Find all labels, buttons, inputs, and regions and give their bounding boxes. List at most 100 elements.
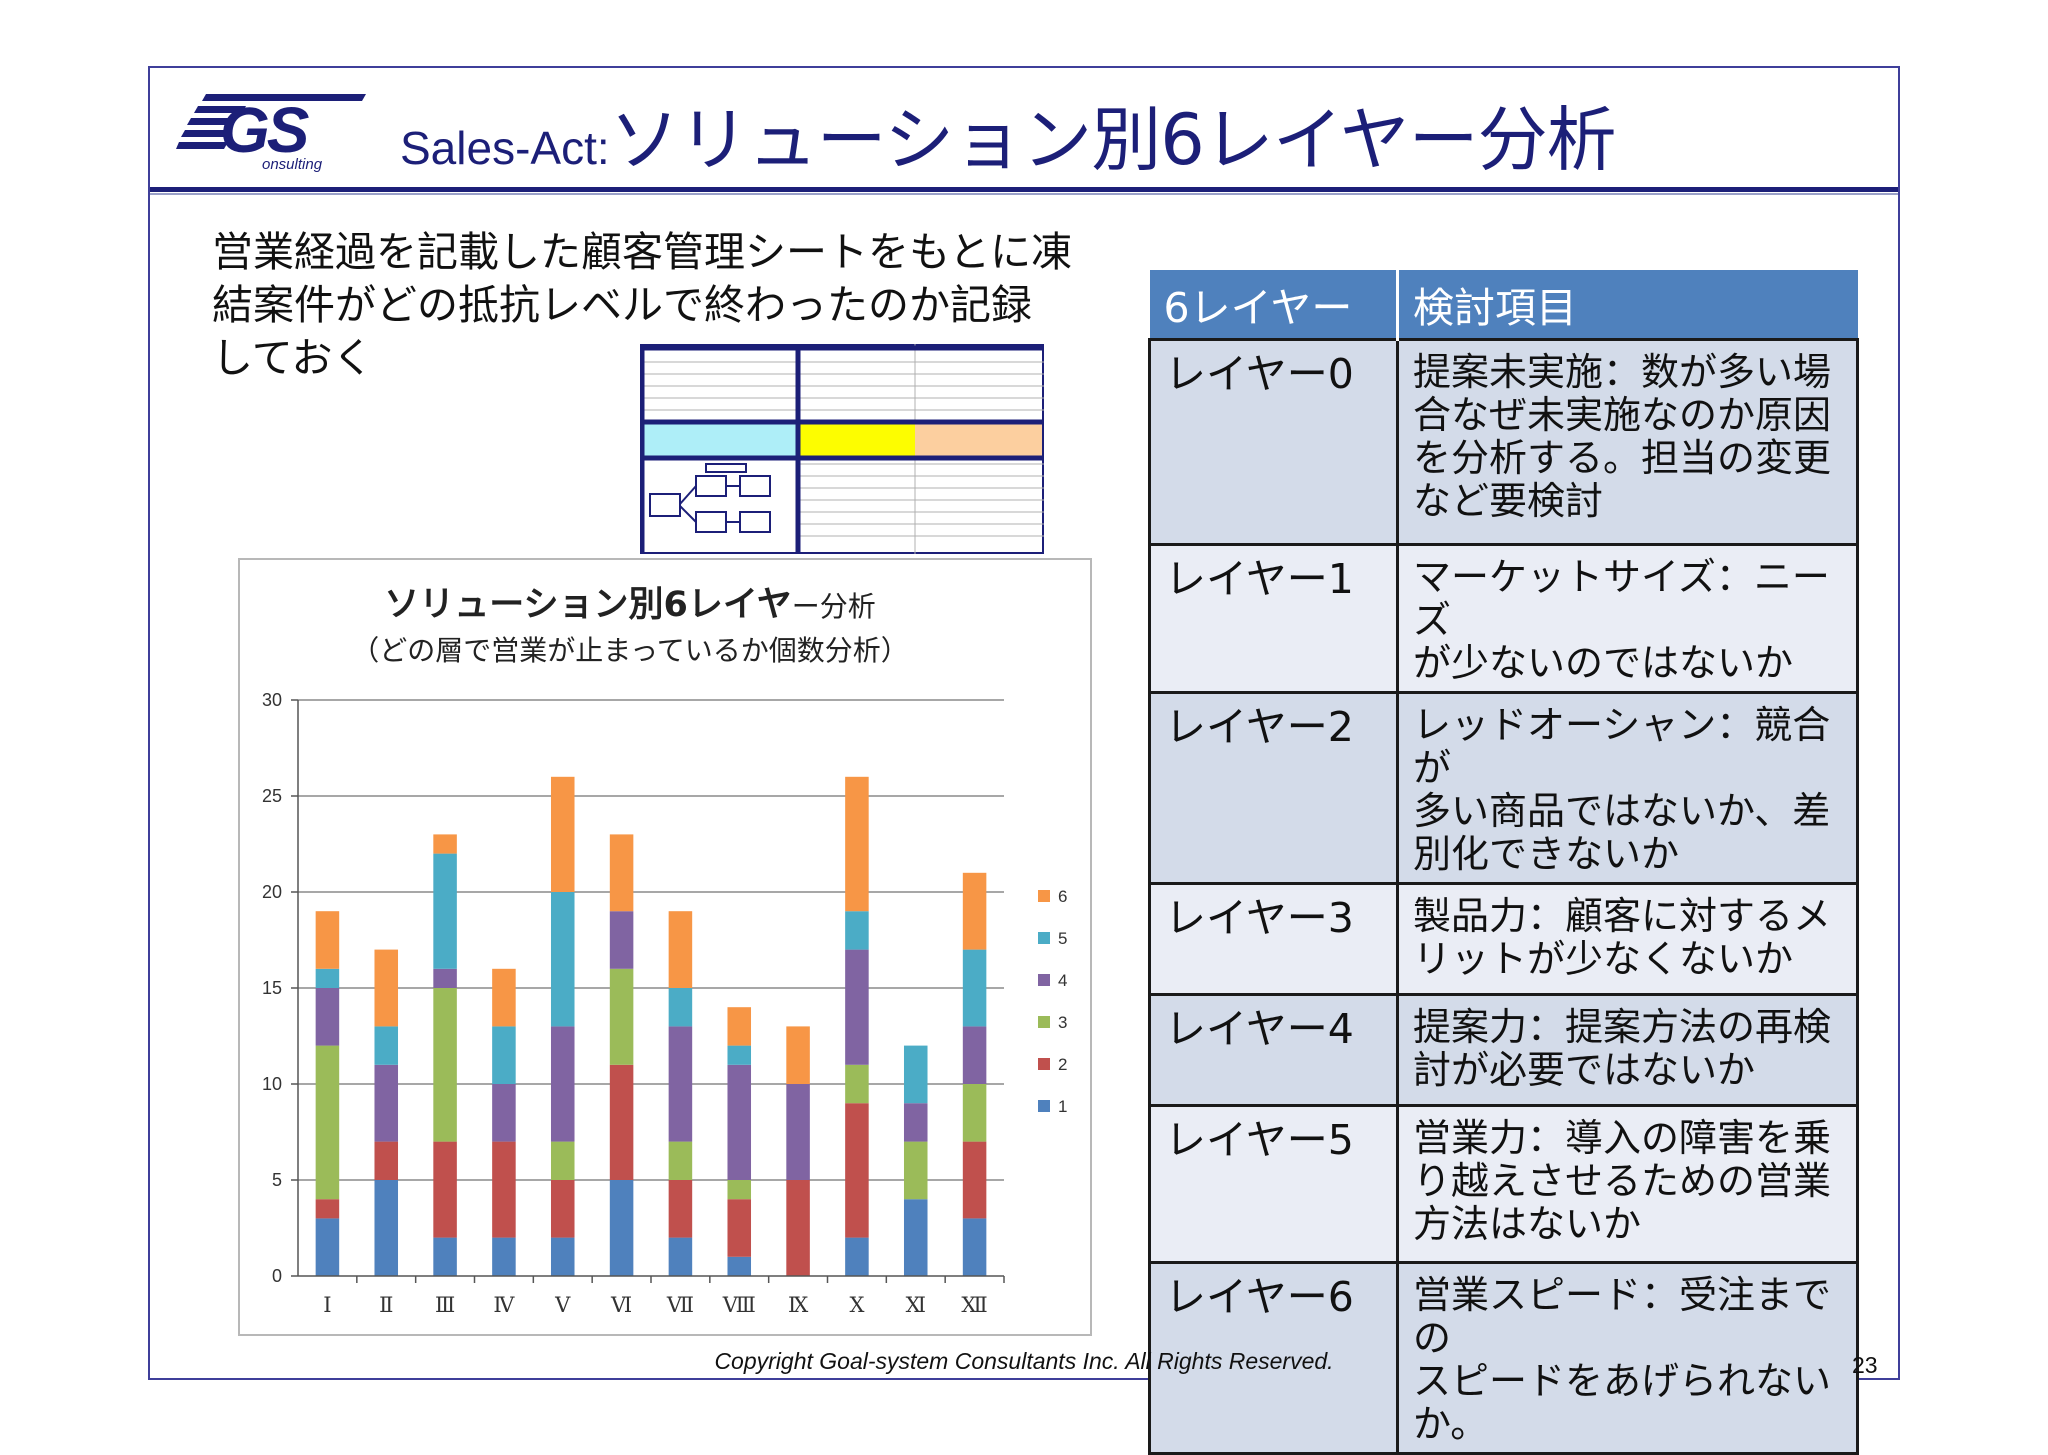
bar-segment-4 [786,1084,810,1180]
bar-segment-4 [550,1026,575,1142]
x-tick-label: Ⅷ [722,1293,756,1317]
description-line: 合なぜ未実施なのか原因 [1413,393,1832,437]
table-header-layer: 6レイヤー [1149,270,1399,340]
x-tick-label: Ⅹ [849,1293,864,1317]
x-tick-label: Ⅱ [379,1293,393,1317]
bar-segment-6 [845,776,869,912]
header-rule [150,187,1898,192]
description-line: 方法はないか [1413,1202,1642,1246]
table-header-row: 6レイヤー 検討項目 [1149,270,1858,340]
bar-segment-1 [962,1218,987,1276]
intro-line: 営業経過を記載した顧客管理シートをもとに凍 [212,228,1073,276]
bar-segment-5 [962,949,987,1027]
x-tick-label: Ⅶ [666,1293,694,1317]
bar-segment-2 [550,1180,575,1238]
bar-segment-6 [374,949,399,1027]
bar-segment-6 [786,1026,810,1084]
chart-title-suffix: ー分析 [792,590,876,623]
description-line: を分析する。担当の変更 [1413,436,1832,480]
description-line: スピードをあげられないか。 [1413,1359,1832,1446]
legend-label: 4 [1058,971,1067,990]
legend-label: 1 [1058,1097,1067,1116]
bar-segment-5 [374,1026,399,1065]
layer-name: レイヤー0 [1148,338,1399,546]
bar-segment-2 [668,1180,693,1238]
customer-sheet-thumbnail [640,344,1044,554]
bar-segment-4 [492,1084,516,1142]
bar-segment-5 [550,892,575,1027]
y-tick-label: 30 [262,690,282,710]
bar-segment-2 [727,1199,752,1257]
x-tick-label: Ⅻ [961,1293,987,1317]
bar-segment-4 [727,1064,752,1180]
bar-segment-2 [609,1064,634,1180]
chart-title-main: ソリューション別6レイヤ [384,585,792,625]
layer-analysis-chart: ソリューション別6レイヤー分析 （どの層で営業が止まっているか個数分析） 0 5 1… [238,558,1092,1336]
layer-description: レッドオーシャン：競合が 多い商品ではないか、差 別化できないか [1396,691,1859,885]
legend-swatch-5 [1038,932,1050,944]
bar-segment-6 [315,911,340,969]
page-number: 23 [1852,1352,1878,1378]
x-tick-label: Ⅰ [323,1293,331,1317]
legend-label: 3 [1058,1013,1067,1032]
x-tick-label: Ⅵ [610,1293,632,1317]
bar-segment-3 [668,1141,693,1180]
bar-segment-4 [609,911,634,969]
y-tick-label: 0 [272,1266,282,1286]
logo-subtext: onsulting [262,156,323,173]
description-line: 提案未実施：数が多い場 [1413,350,1832,394]
description-line: 営業スピード：受注までの [1413,1273,1832,1360]
chart-title: ソリューション別6レイヤー分析 [384,585,876,625]
bar-segment-6 [433,834,457,854]
legend-swatch-2 [1038,1058,1050,1070]
table-header-item: 検討項目 [1397,270,1858,340]
bar-segment-3 [315,1045,340,1200]
bar-segment-5 [903,1045,928,1104]
bar-segment-2 [374,1141,399,1180]
bar-segment-4 [315,988,340,1046]
bar-segment-6 [550,776,575,892]
page-title: Sales-Act:ソリューション別6レイヤー分析 [400,84,1617,181]
legend-label: 5 [1058,929,1067,948]
layer-description: マーケットサイズ：ニーズ が少ないのではないか [1396,543,1859,694]
legend-swatch-6 [1038,890,1050,902]
legend-swatch-1 [1038,1100,1050,1112]
bar-segment-3 [845,1064,869,1104]
legend-label: 6 [1058,887,1067,906]
legend-swatch-3 [1038,1016,1050,1028]
layer-description: 提案力：提案方法の再検 討が必要ではないか [1396,993,1859,1107]
bar-segment-5 [315,968,340,988]
bar-segment-3 [433,988,457,1142]
description-line: り越えさせるための営業 [1413,1159,1832,1203]
bar-segment-1 [668,1237,693,1276]
bar-segment-2 [492,1141,516,1238]
copyright-footer: Copyright Goal-system Consultants Inc. A… [714,1348,1334,1374]
bar-segment-5 [668,988,693,1027]
layer-name: レイヤー5 [1148,1104,1399,1264]
x-tick-label: Ⅲ [435,1293,455,1317]
y-tick-label: 15 [262,978,282,998]
description-line: 多い商品ではないか、差 [1413,789,1831,833]
x-tick-label: Ⅴ [554,1293,571,1317]
layer-description: 製品力：顧客に対するメ リットが少なくないか [1396,882,1859,996]
bar-segment-1 [550,1237,575,1276]
description-line: 討が必要ではないか [1413,1048,1756,1092]
layer-name: レイヤー1 [1148,543,1399,694]
bar-segment-6 [668,911,693,988]
chart-svg: ソリューション別6レイヤー分析 （どの層で営業が止まっているか個数分析） 0 5 1… [262,585,1068,1317]
bar-segment-2 [315,1199,340,1219]
bar-segment-2 [786,1180,810,1276]
bar-segment-6 [492,968,516,1027]
table-row: レイヤー3 製品力：顧客に対するメ リットが少なくないか [1148,882,1859,996]
bar-segment-1 [727,1256,752,1276]
legend-label: 2 [1058,1055,1067,1074]
bar-segment-5 [727,1045,752,1065]
description-line: 製品力：顧客に対するメ [1413,894,1832,938]
bar-segment-1 [609,1180,634,1276]
bar-segment-1 [433,1237,457,1276]
bar-segment-4 [433,968,457,988]
bar-segment-3 [962,1084,987,1142]
title-main: ソリューション別6レイヤー分析 [609,99,1617,181]
bar-segment-1 [315,1218,340,1276]
title-prefix: Sales-Act: [400,122,610,174]
